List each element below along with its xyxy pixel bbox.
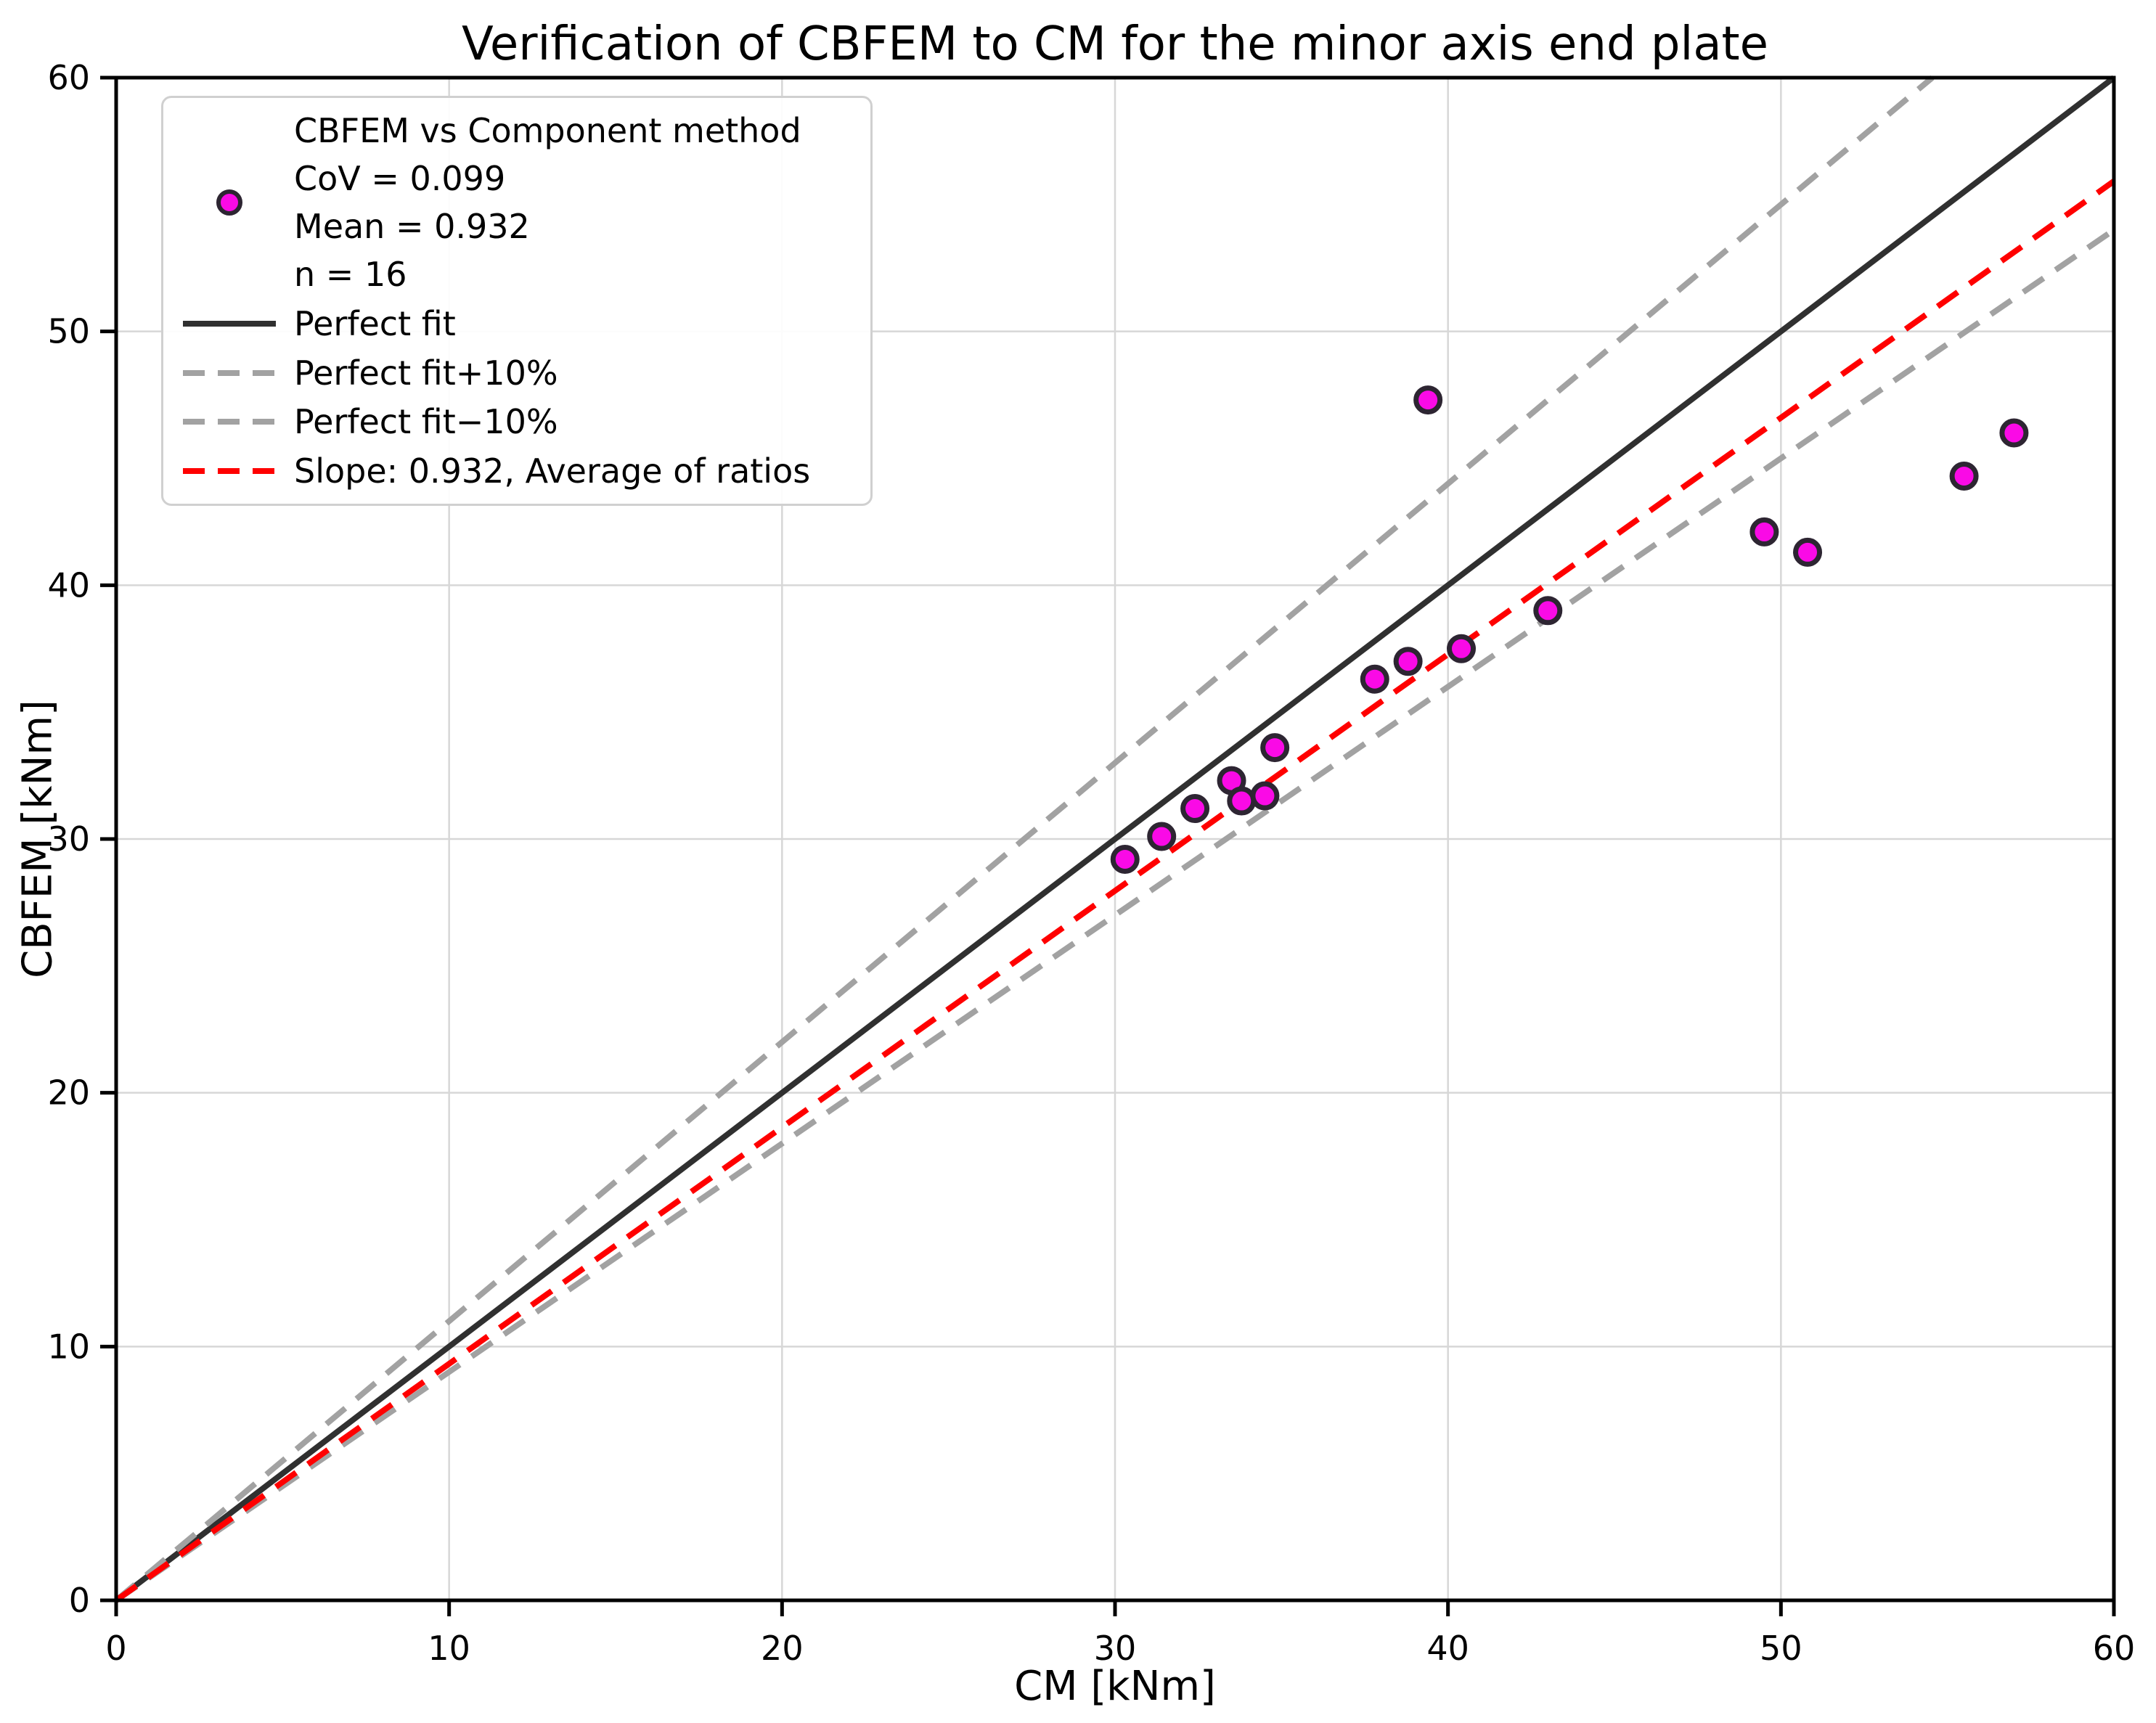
data-point-10 xyxy=(1533,596,1563,626)
legend-entry-perfect-fit-minus10: Perfect fit−10% xyxy=(182,398,852,446)
data-point-13 xyxy=(1793,537,1823,567)
legend-marker-sample xyxy=(182,187,277,218)
data-point-14 xyxy=(1949,461,1979,491)
data-point-6 xyxy=(1260,733,1290,763)
legend-label-perfect-fit: Perfect fit xyxy=(294,303,456,343)
legend-sample-count: n = 16 xyxy=(294,255,407,294)
chart-title: Verification of CBFEM to CM for the mino… xyxy=(462,17,1768,71)
y-tick-label-0: 0 xyxy=(69,1581,90,1620)
legend-label-perfect-fit-minus10: Perfect fit−10% xyxy=(294,402,558,442)
red-dashed-line-icon xyxy=(183,468,276,474)
legend-mean-value: Mean = 0.932 xyxy=(294,207,530,246)
gray-dashed-line-icon xyxy=(183,369,276,376)
y-tick-label-50: 50 xyxy=(47,312,90,351)
x-tick-label-60: 60 xyxy=(2093,1629,2136,1668)
data-points xyxy=(1110,385,2029,874)
data-point-15 xyxy=(1999,418,2029,448)
data-point-5 xyxy=(1250,781,1280,811)
y-tick-label-40: 40 xyxy=(47,565,90,605)
reference-line-2 xyxy=(114,227,2116,1603)
x-tick-label-50: 50 xyxy=(1760,1629,1802,1668)
x-tick-label-30: 30 xyxy=(1094,1629,1137,1668)
y-axis-label: CBFEM [kNm] xyxy=(15,700,62,978)
data-point-8 xyxy=(1393,647,1423,676)
y-tick-label-30: 30 xyxy=(47,819,90,859)
data-point-0 xyxy=(1110,844,1140,874)
solid-line-icon xyxy=(183,320,276,327)
legend: CBFEM vs Component method CoV = 0.099 Me… xyxy=(161,96,873,506)
tick-labels: 0 10 20 30 40 50 60 0 10 20 30 40 50 60 xyxy=(47,58,2135,1668)
legend-cov-value: CoV = 0.099 xyxy=(294,159,506,198)
y-tick-label-20: 20 xyxy=(47,1073,90,1113)
legend-label-perfect-fit-plus10: Perfect fit+10% xyxy=(294,353,558,393)
x-tick-label-40: 40 xyxy=(1426,1629,1469,1668)
legend-label-slope-line: Slope: 0.932, Average of ratios xyxy=(294,451,811,491)
data-point-9 xyxy=(1447,634,1477,663)
x-axis-label: CM [kNm] xyxy=(1014,1663,1216,1710)
gray-dashed-line-icon xyxy=(183,419,276,425)
scatter-marker-icon xyxy=(216,189,242,216)
data-point-2 xyxy=(1180,794,1210,824)
axes-spines-and-ticks xyxy=(100,75,2116,1616)
legend-series-name: CBFEM vs Component method xyxy=(294,111,801,150)
data-point-11 xyxy=(1413,385,1443,415)
legend-entry-perfect-fit-plus10: Perfect fit+10% xyxy=(182,349,852,397)
data-point-4 xyxy=(1227,786,1257,816)
legend-entry-perfect-fit: Perfect fit xyxy=(182,300,852,348)
data-point-12 xyxy=(1749,517,1779,547)
y-tick-label-10: 10 xyxy=(47,1327,90,1366)
reference-line-0 xyxy=(114,75,2116,1603)
reference-line-3 xyxy=(114,179,2116,1603)
reference-line-1 xyxy=(114,75,1935,1603)
x-tick-label-10: 10 xyxy=(428,1629,470,1668)
reference-lines xyxy=(114,75,2116,1603)
x-tick-label-20: 20 xyxy=(761,1629,804,1668)
data-point-1 xyxy=(1147,822,1177,851)
x-tick-label-0: 0 xyxy=(105,1629,126,1668)
data-point-7 xyxy=(1360,664,1389,694)
legend-entry-scatter: CBFEM vs Component method CoV = 0.099 Me… xyxy=(182,107,852,298)
legend-entry-slope-line: Slope: 0.932, Average of ratios xyxy=(182,447,852,495)
y-tick-label-60: 60 xyxy=(47,58,90,97)
